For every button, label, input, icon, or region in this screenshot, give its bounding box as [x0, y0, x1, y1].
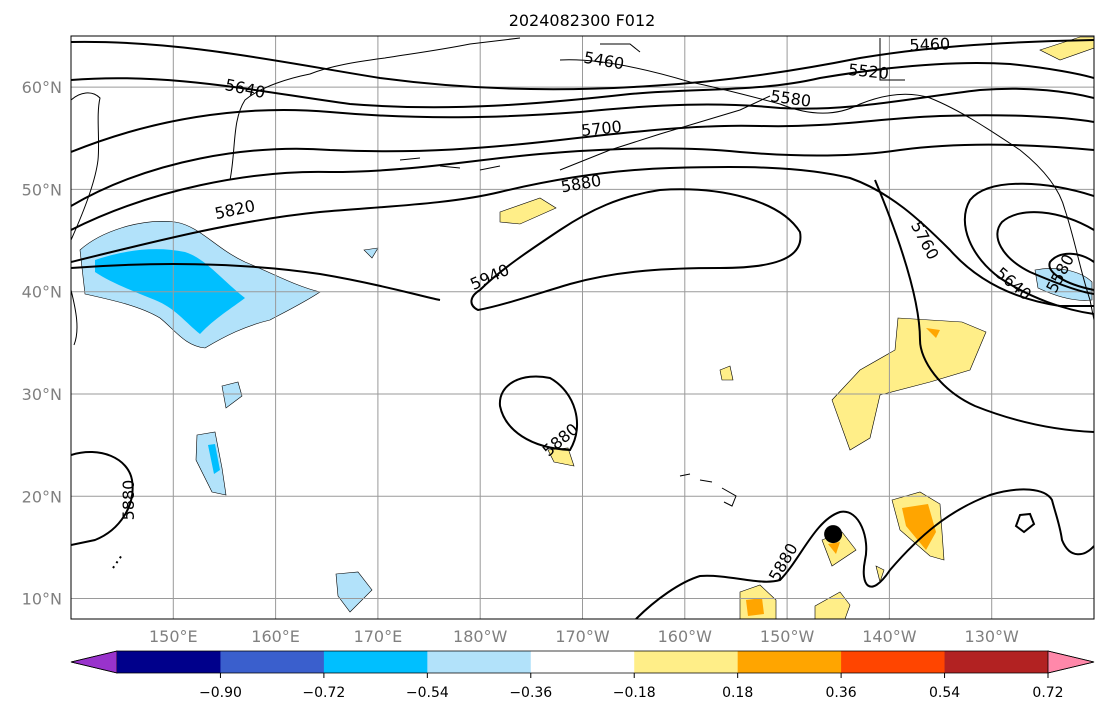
colorbar-tick-label: 0.72 [1032, 685, 1063, 701]
latitude-tick-labels: 60°N 50°N 40°N 30°N 20°N 10°N [22, 78, 62, 608]
colorbar-bin [841, 651, 946, 673]
colorbar-extension-high [1047, 650, 1095, 674]
longitude-label: 150°E [149, 627, 198, 646]
colorbar-tick-label: −0.90 [199, 685, 242, 701]
colorbar-tick-labels: −0.90 −0.72 −0.54 −0.36 −0.18 0.18 0.36 0.54 0.7… [199, 673, 1064, 701]
colorbar-bin [220, 651, 325, 673]
colorbar-tick-label: 0.36 [826, 685, 857, 701]
contour-label: 5820 [213, 196, 257, 223]
longitude-label: 170°W [555, 627, 610, 646]
contour-label: 5880 [559, 171, 602, 197]
contour-label: 5640 [992, 263, 1035, 304]
storm-position-marker [824, 525, 843, 544]
contour-label: 5460 [909, 34, 950, 54]
colorbar-tick-label: 0.18 [722, 685, 753, 701]
contour-label: 5880 [765, 540, 802, 585]
latitude-label: 20°N [22, 487, 62, 506]
longitude-tick-labels: 150°E 160°E 170°E 180°W 170°W 160°W 150°W 140°W… [149, 627, 1019, 646]
latitude-label: 40°N [22, 283, 62, 302]
colorbar-bin [944, 651, 1049, 673]
colorbar-tick-label: −0.36 [509, 685, 552, 701]
colorbar-extension-low [70, 650, 118, 674]
longitude-label: 150°W [760, 627, 815, 646]
colorbar-bin [737, 651, 842, 673]
latitude-label: 50°N [22, 180, 62, 199]
colorbar [70, 650, 1095, 674]
contour-label: 5640 [223, 75, 267, 102]
map-area: 5460 5460 5520 5580 5640 5700 5820 5880 … [71, 34, 1094, 619]
colorbar-bin [323, 651, 428, 673]
map-title: 2024082300 F012 [509, 11, 656, 30]
colorbar-outline [70, 650, 1095, 674]
colorbar-bin [117, 651, 221, 673]
map-frame [70, 35, 1095, 620]
longitude-label: 180°W [453, 627, 508, 646]
longitude-label: 170°E [354, 627, 403, 646]
longitude-label: 160°W [658, 627, 713, 646]
graticule [71, 36, 1094, 619]
contour-label: 5700 [580, 117, 622, 140]
contour-label: 5940 [467, 260, 512, 294]
colorbar-bin [634, 651, 739, 673]
latitude-label: 60°N [22, 78, 62, 97]
contour-label: 5880 [119, 480, 138, 521]
colorbar-tick-label: −0.72 [302, 685, 345, 701]
longitude-label: 160°E [251, 627, 300, 646]
contour-label: 5460 [582, 48, 625, 74]
longitude-label: 130°W [965, 627, 1020, 646]
height-contours [71, 39, 1094, 619]
longitude-label: 140°W [862, 627, 917, 646]
colorbar-bin [530, 651, 635, 673]
contour-label: 5760 [907, 218, 943, 263]
coastlines [71, 37, 1094, 507]
colorbar-tick-label: 0.54 [929, 685, 960, 701]
colorbar-tick-label: −0.54 [406, 685, 449, 701]
colorbar-tick-label: −0.18 [613, 685, 656, 701]
latitude-label: 10°N [22, 590, 62, 609]
colorbar-bin [427, 651, 532, 673]
contour-label: 5520 [847, 60, 889, 83]
latitude-label: 30°N [22, 385, 62, 404]
